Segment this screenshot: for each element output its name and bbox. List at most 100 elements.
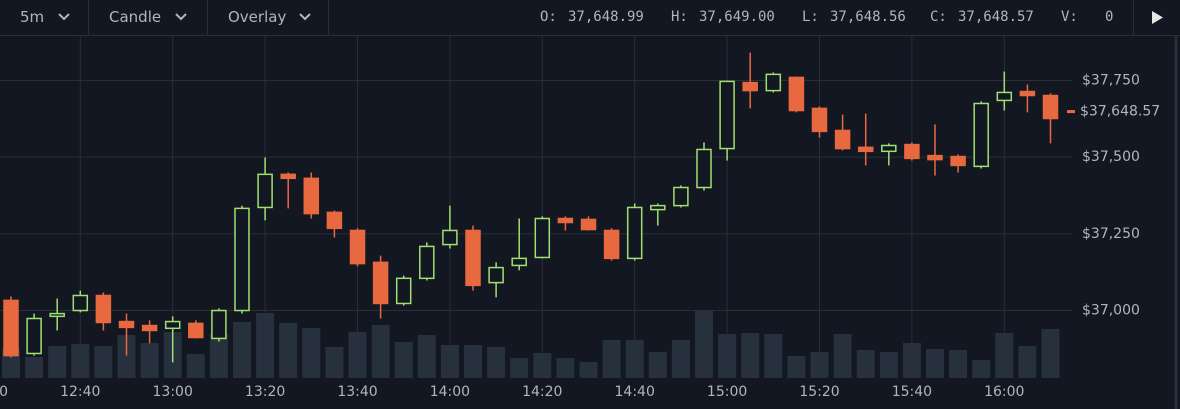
candle-body [742,81,758,92]
candle-body [927,154,943,161]
candle-body [234,207,250,312]
volume-bar [140,343,159,378]
quote-label: L: [802,9,819,25]
volume-bar [879,352,898,378]
volume-bar [186,354,205,378]
candle-body [673,186,689,207]
candle-body [534,217,551,259]
volume-bar [94,346,113,378]
y-tick-label: $37,500 [1082,149,1140,165]
interval-button[interactable]: 5m [0,0,89,35]
volume-bar [71,344,90,378]
candle-body [881,144,897,153]
volume-bar [48,346,67,378]
candle-body [904,143,920,160]
quote-value: 37,648.56 [830,9,906,25]
candle-body [326,211,343,230]
volume-bar [949,350,968,378]
volume-bar [972,360,991,378]
candle-body [719,80,735,150]
volume-bar [348,332,367,378]
candle-body [188,322,204,339]
candle-body [811,107,828,133]
volume-bar [902,343,921,378]
candle-body [603,229,620,260]
volume-bar [209,334,228,378]
candle-body [95,294,112,324]
volume-bar [1041,329,1060,378]
candle-body [3,299,19,357]
x-tick-label: 13:20 [245,384,285,400]
volume-bar [325,347,344,378]
volume-bar [417,335,436,378]
quote-label: C: [930,9,947,25]
volume-bar [764,334,783,378]
volume-bar [487,347,506,378]
volume-bar [279,323,298,378]
volume-bar [464,345,482,378]
candle-body [280,173,296,180]
volume-bar [302,328,321,378]
play-button[interactable] [1133,0,1180,35]
x-tick-label: 15:00 [707,384,747,400]
volume-bar [926,349,944,378]
last-price-label: $37,648.57 [1080,104,1160,120]
candle-body [49,312,65,318]
volume-bar [25,357,44,378]
candle-body [557,217,574,224]
candle-body [1019,90,1036,97]
candle-body [257,173,273,209]
volume-bar [787,356,806,378]
chart: $37,000 $37,250 $37,500 $37,750 12:20 12:40 13… [0,36,1178,409]
style-button[interactable]: Candle [89,0,208,35]
candle-body [395,277,412,305]
candle-body [996,91,1013,102]
volume-bar [671,340,690,378]
candle-body [164,320,181,330]
overlay: Overlay [228,8,287,26]
candle-body [788,76,805,112]
x-tick-label: 15:20 [799,384,839,400]
candle-body [626,206,643,260]
candle-body [973,102,989,168]
volume-bar [256,313,275,378]
candle-body [650,204,666,211]
volume-bar [995,333,1014,378]
x-tick-label: 13:40 [337,384,377,400]
volume-bar [440,345,459,378]
volume-bar [856,350,875,378]
toolbar: 5m Candle Overlay O: 37,648.99 H: 37,649… [0,0,1180,36]
candle-body [442,229,458,246]
quote-label: V: [1061,9,1078,25]
volume-bar [602,340,621,378]
quote-value: 37,648.99 [568,9,644,25]
candle-body [372,261,389,305]
candle-body [696,148,712,189]
quote-value: 37,648.57 [958,9,1034,25]
volume-bar [510,358,529,378]
candle-body [211,309,227,340]
candle-body [488,266,504,284]
x-tick-label: 12:20 [0,384,8,400]
candle-body [465,229,481,287]
candle-body [511,257,527,267]
volume-bar [533,353,552,378]
volume-bar [556,358,575,378]
overlay-button[interactable]: Overlay [208,0,329,35]
candle-body [72,294,89,312]
volume-bar [371,325,390,378]
x-tick-label: 14:20 [522,384,562,400]
candle-body [141,324,158,332]
candle-body [303,177,320,215]
volume-bar [117,335,136,378]
quote-value: 0 [1105,9,1114,25]
candle-body [1042,94,1059,120]
volume-bar [833,334,852,378]
y-tick-label: $37,750 [1082,72,1140,88]
candle-body [834,129,851,150]
x-tick-label: 14:40 [615,384,655,400]
x-tick-label: 13:00 [153,384,193,400]
volume-bar [810,352,829,378]
interval: 5m [20,8,45,26]
y-tick-label: $37,250 [1082,226,1140,242]
